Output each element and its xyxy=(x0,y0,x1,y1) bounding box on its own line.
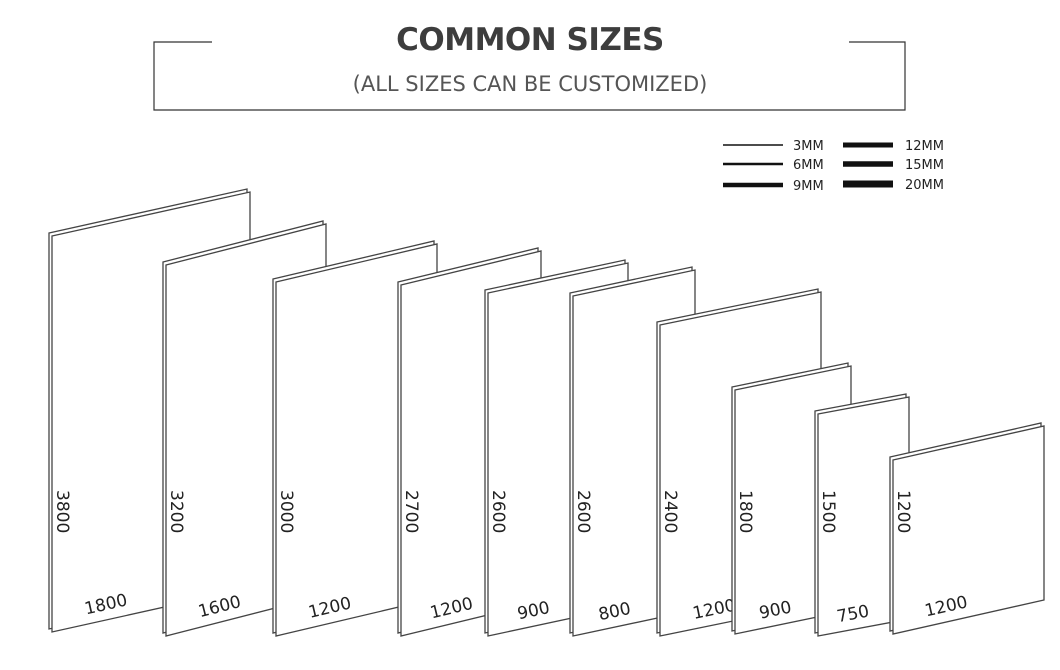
panel-height-label: 2400 xyxy=(660,490,680,533)
page-title: COMMON SIZES xyxy=(396,22,664,58)
panel-height-label: 2600 xyxy=(488,490,508,533)
panel-height-label: 2600 xyxy=(573,490,593,533)
panel-height-label: 3000 xyxy=(276,490,296,533)
panels: 3800180032001600300012002700120026009002… xyxy=(48,188,1045,637)
thickness-legend: 3MM 6MM 9MM 12MM 15MM 20MM xyxy=(723,139,944,194)
panel-height-label: 3200 xyxy=(166,490,186,533)
title-frame xyxy=(153,41,906,111)
panel-front-face xyxy=(892,425,1045,635)
thickness-label: 3MM xyxy=(793,139,824,154)
panel-height-label: 1500 xyxy=(818,490,838,533)
page-subtitle: (ALL SIZES CAN BE CUSTOMIZED) xyxy=(352,72,708,96)
thickness-label: 6MM xyxy=(793,158,824,173)
panel-height-label: 1200 xyxy=(893,490,913,533)
thickness-label: 15MM xyxy=(905,158,944,173)
panel-height-label: 1800 xyxy=(735,490,755,533)
panel-height-label: 2700 xyxy=(401,490,421,533)
thickness-label: 20MM xyxy=(905,178,944,193)
panel-height-label: 3800 xyxy=(52,490,72,533)
thickness-label: 9MM xyxy=(793,179,824,194)
thickness-label: 12MM xyxy=(905,139,944,154)
